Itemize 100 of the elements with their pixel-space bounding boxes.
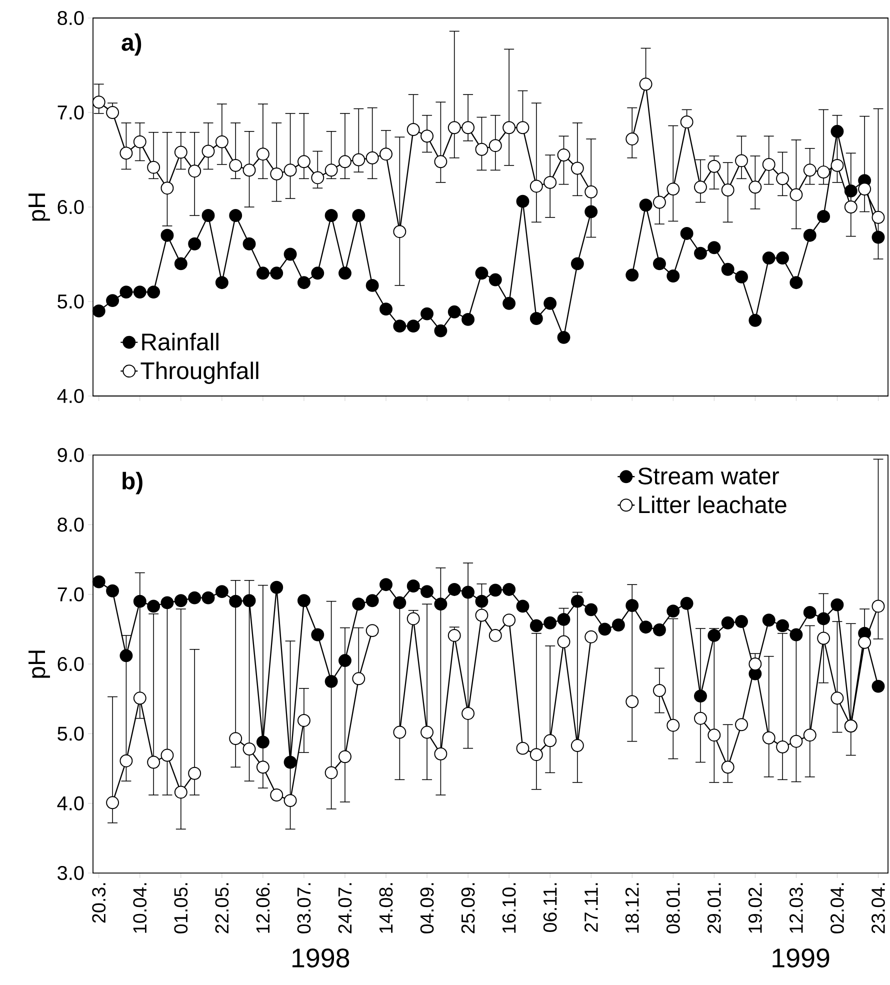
point [229,732,242,746]
point [256,736,270,749]
point [366,151,379,164]
x-tick-label: 03.07. [297,883,311,934]
point [188,237,202,250]
y-tick-label: 5.0 [58,294,84,309]
point [762,252,776,265]
point [393,225,406,238]
point [502,296,516,310]
point [530,312,543,325]
y-tick-label: 8.0 [58,518,84,532]
point [462,121,475,134]
point [858,182,872,196]
point [817,210,830,223]
point [694,712,707,725]
x-tick-label: 29.01. [707,883,721,934]
point [803,228,816,242]
y-axis-title: pH [28,194,50,221]
point [420,726,434,739]
point [338,750,352,764]
point [462,707,475,720]
y-tick-label: 6.0 [58,656,84,672]
x-tick-label: 06.11. [543,883,557,932]
x-tick-label: 23.04. [872,883,885,934]
point [639,620,652,634]
x-tick-label: 24.07. [338,883,352,934]
point [570,162,584,175]
point [844,184,858,198]
y-tick-label: 7.0 [58,105,84,120]
point [133,594,146,608]
point [106,106,120,119]
point [147,286,160,299]
point [652,623,666,636]
point [680,596,694,610]
point [160,596,174,610]
x-tick-label: 25.09. [461,883,475,934]
point [92,575,106,588]
point [721,262,734,276]
x-tick-label: 10.04. [133,883,147,933]
point [256,266,270,280]
y-tick-label: 5.0 [58,726,84,741]
point [570,257,584,270]
point [735,718,748,732]
point [270,167,284,180]
point [420,585,434,598]
x-tick-label: 18.12. [625,883,639,933]
point [174,594,188,608]
point [311,628,324,642]
point [790,734,803,748]
point [557,635,570,648]
point [694,180,707,194]
point [680,226,694,240]
point [708,728,721,742]
point [544,616,557,630]
point [338,266,352,280]
point [174,786,188,799]
point [830,158,844,172]
y-tick-label: 4.0 [57,388,84,404]
point [202,209,215,222]
point [530,180,543,193]
point [160,748,174,762]
x-tick-label: 08.01. [666,883,680,934]
point [215,276,228,290]
point [120,146,133,160]
x-tick-label: 12.06. [256,883,270,933]
point [242,742,256,756]
point [188,164,202,178]
point [270,788,284,802]
point [393,596,406,610]
point [502,121,516,134]
annotation: b) [122,472,142,494]
y-tick-label: 9.0 [58,448,84,462]
point [666,718,680,732]
point [462,586,475,599]
point [406,580,420,592]
point [475,608,488,622]
point [106,584,120,598]
point [803,728,816,742]
point [488,139,502,152]
point [434,155,448,168]
point [406,612,420,626]
point [776,740,790,754]
point [790,188,803,202]
point [830,124,844,138]
point [584,185,598,198]
point [380,148,392,161]
point [639,198,652,212]
legend-label: Stream water [638,468,779,484]
x-tick-label: 20.3. [92,883,106,923]
point [434,324,448,338]
point [242,594,256,608]
point [762,731,776,744]
point [803,606,816,619]
point [803,164,816,177]
point [352,672,366,686]
point [735,154,748,168]
point [106,796,120,810]
point [748,180,762,194]
point [160,228,174,242]
point [516,600,530,613]
